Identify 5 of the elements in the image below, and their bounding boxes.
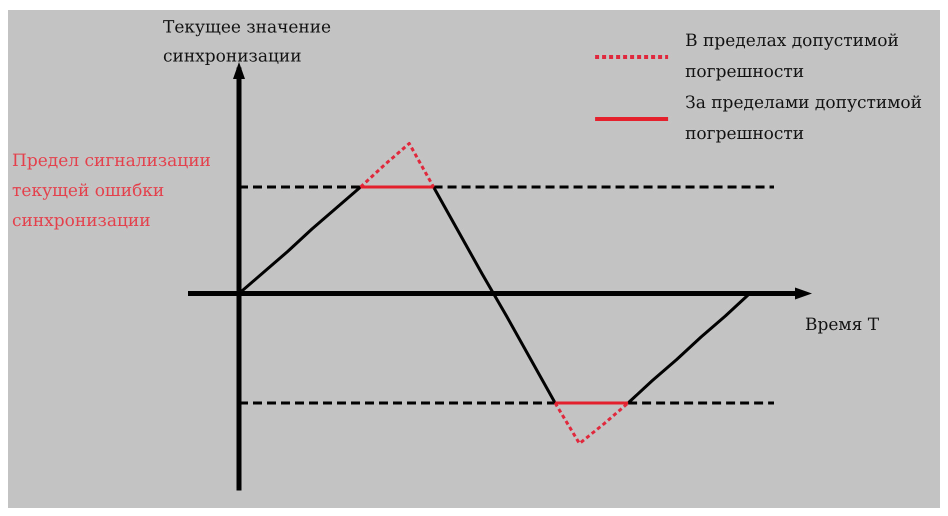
legend-label: За пределами допустимой погрешности	[685, 92, 922, 144]
x-axis-title: Время Т	[805, 314, 880, 335]
text: Предел сигнализации текущей ошибки синхронизации	[12, 151, 211, 232]
legend-label: В пределах допустимой погрешности	[685, 30, 899, 82]
y-axis-title: Текущее значение синхронизации	[163, 17, 332, 66]
